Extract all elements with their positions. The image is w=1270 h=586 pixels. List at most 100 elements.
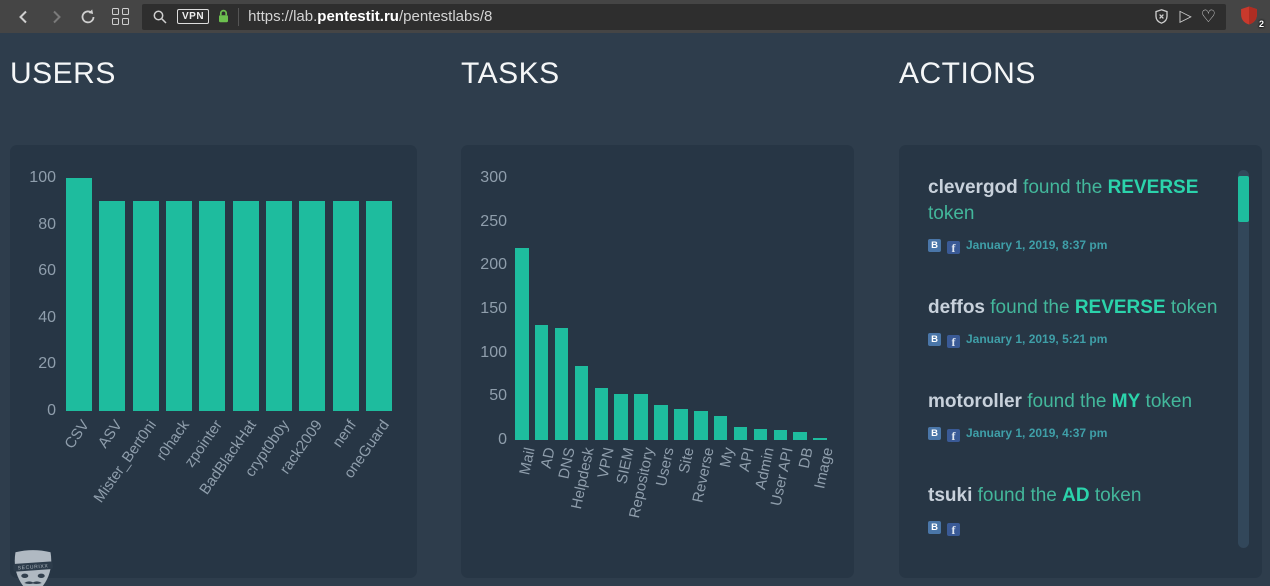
chart-bar: [534, 324, 549, 440]
y-axis: 0 20 40 60 80 100: [10, 145, 60, 578]
x-category-label: DB: [796, 446, 817, 470]
feed-user: tsuki: [928, 485, 973, 506]
y-tick-label: 20: [38, 355, 56, 373]
chart-bar: [674, 408, 688, 440]
feed-token-object: token: [1145, 391, 1193, 412]
chart-bar: [654, 405, 668, 440]
extension-badge-count: 2: [1258, 18, 1264, 29]
chart-bar: [614, 393, 628, 440]
feed-item: motoroller found the MY token B f Januar…: [928, 389, 1218, 443]
url-prefix: https://lab.: [248, 8, 318, 25]
vk-icon: B: [928, 520, 941, 534]
dashboard: USERS TASKS ACTIONS 0 20 40 60 80 100 CSV ASV M…: [0, 33, 1270, 586]
url-path: /pentestlabs/8: [398, 8, 493, 25]
vpn-badge: VPN: [177, 9, 210, 24]
chart-bar: [554, 328, 569, 440]
users-chart-panel: 0 20 40 60 80 100 CSV ASV Mister_Bert0ni r0hack z…: [10, 145, 417, 578]
x-category-label: ASV: [95, 417, 127, 452]
url-action-icons: ▷ ♡: [1153, 8, 1216, 25]
forward-icon: [53, 10, 61, 23]
feed-title: deffos found the REVERSE token: [928, 295, 1218, 321]
feed-date: January 1, 2019, 5:21 pm: [966, 332, 1108, 346]
tasks-x-labels: Mail AD DNS Helpdesk VPN SIEM Repository Users S…: [461, 446, 854, 578]
feed-scrollbar-thumb[interactable]: [1238, 176, 1249, 222]
chart-bar: [773, 430, 788, 440]
chart-bar: [165, 201, 192, 411]
chart-bar: [515, 247, 529, 440]
mask-banner-text: SECURIXX: [17, 563, 48, 571]
feed-title: clevergod found the REVERSE token: [928, 175, 1218, 227]
feed-token: REVERSE: [1074, 297, 1166, 318]
url-text[interactable]: https://lab.pentestit.ru/pentestlabs/8: [248, 8, 1145, 25]
feed-item: clevergod found the REVERSE token B f Ja…: [928, 175, 1218, 255]
users-bars: [66, 178, 392, 411]
url-bar[interactable]: VPN https://lab.pentestit.ru/pentestlabs…: [142, 3, 1226, 30]
y-tick-label: 40: [38, 308, 56, 326]
chart-bar: [733, 426, 748, 440]
feed-user: deffos: [928, 297, 985, 318]
reload-button[interactable]: [75, 4, 101, 30]
chart-bar: [299, 201, 326, 411]
feed-title: tsuki found the AD token: [928, 483, 1218, 509]
chart-bar: [753, 428, 768, 440]
chart-bar: [694, 411, 708, 440]
feed-token-object: token: [928, 203, 975, 224]
y-tick-label: 100: [29, 169, 56, 186]
chart-bar: [199, 201, 226, 411]
search-icon: [153, 10, 167, 24]
feed-token: MY: [1111, 391, 1141, 412]
reload-icon: [81, 8, 95, 23]
users-heading: USERS: [10, 57, 116, 90]
apps-grid-button[interactable]: [107, 4, 133, 30]
chart-bar: [99, 201, 126, 411]
y-tick-label: 250: [480, 212, 507, 230]
feed-item: deffos found the REVERSE token B f Janua…: [928, 295, 1218, 349]
back-button[interactable]: [11, 4, 37, 30]
chart-bar: [594, 387, 609, 440]
feed-item: tsuki found the AD token B f: [928, 483, 1218, 537]
feed-action-text: found the: [977, 485, 1057, 506]
lock-icon[interactable]: [217, 9, 230, 24]
adblock-extension-icon[interactable]: 2: [1240, 6, 1264, 29]
y-tick-label: 150: [480, 300, 507, 317]
feed-user: clevergod: [928, 177, 1018, 198]
feed-title: motoroller found the MY token: [928, 389, 1218, 415]
feed-date: January 1, 2019, 8:37 pm: [966, 238, 1108, 252]
x-category-label: My: [716, 446, 738, 470]
facebook-icon: f: [947, 428, 960, 443]
chart-bar: [574, 365, 589, 440]
shield-block-icon[interactable]: [1153, 8, 1170, 25]
vk-icon: B: [928, 332, 941, 346]
actions-panel: clevergod found the REVERSE token B f Ja…: [899, 145, 1262, 578]
forward-button[interactable]: [43, 4, 69, 30]
facebook-icon: f: [947, 522, 960, 537]
facebook-icon: f: [947, 240, 960, 255]
red-shield-icon: [1241, 6, 1257, 24]
x-category-label: Mail: [516, 446, 539, 477]
y-tick-label: 0: [47, 402, 56, 419]
vk-icon: B: [928, 426, 941, 440]
users-x-labels: CSV ASV Mister_Bert0ni r0hack zpointer BadBla…: [10, 417, 417, 577]
feed-action-text: found the: [1023, 177, 1103, 198]
vk-icon: B: [928, 238, 941, 252]
x-category-label: CSV: [61, 417, 93, 453]
x-category-label: Mister_Bert0ni: [90, 417, 160, 506]
feed-token-object: token: [1170, 297, 1218, 318]
y-tick-label: 300: [480, 169, 507, 186]
chart-bar: [232, 201, 259, 411]
tasks-bars: [515, 178, 827, 440]
chart-bar: [634, 393, 648, 440]
chart-bar: [265, 201, 292, 411]
y-tick-label: 100: [480, 343, 507, 361]
save-heart-icon[interactable]: ♡: [1200, 6, 1216, 26]
actions-heading: ACTIONS: [899, 57, 1036, 90]
y-axis: 0 50 100 150 200 250 300: [461, 145, 511, 578]
chart-bar: [813, 438, 827, 440]
feed-action-text: found the: [990, 297, 1070, 318]
chart-bar: [713, 415, 728, 440]
feed-meta: B f January 1, 2019, 4:37 pm: [928, 426, 1218, 443]
send-to-device-icon[interactable]: ▷: [1179, 7, 1192, 25]
anonymous-mask-logo: SECURIXX: [13, 550, 53, 586]
chart-bar: [332, 201, 359, 411]
feed-scrollbar-track[interactable]: [1238, 170, 1249, 548]
